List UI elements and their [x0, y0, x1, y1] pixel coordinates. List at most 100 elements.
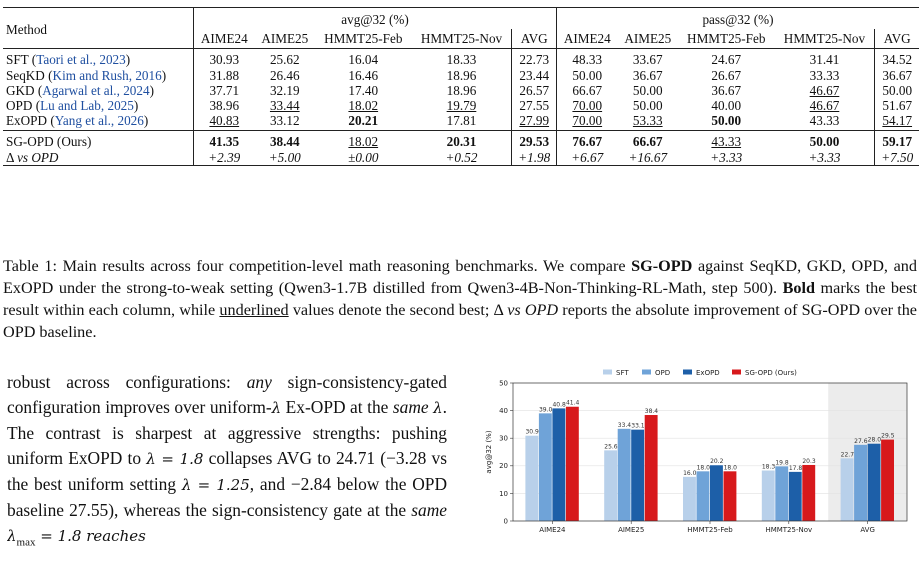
- table-cell-value: 20.21: [348, 113, 379, 129]
- bar: [552, 408, 566, 521]
- table-cell-value: 19.79: [446, 98, 477, 114]
- table-caption: Table 1: Main results across four compet…: [3, 255, 917, 343]
- bar-value-label: 16.0: [683, 470, 697, 477]
- table-cell-value: 66.67: [632, 134, 663, 150]
- table-cell-value: 70.00: [572, 113, 603, 129]
- bar: [723, 471, 737, 521]
- table-cell: 17.40: [315, 83, 412, 98]
- table-cell: 43.33: [678, 130, 775, 150]
- table-cell: 36.67: [874, 67, 919, 83]
- method-name: SFT: [6, 52, 29, 68]
- table-cell: 40.00: [678, 98, 775, 113]
- table-cell-value: 41.35: [209, 134, 240, 150]
- legend-swatch: [683, 369, 692, 375]
- table-cell: 27.55: [511, 98, 557, 114]
- table-cell: 43.33: [775, 113, 875, 131]
- table-cell: 70.00: [555, 113, 618, 131]
- table-cell: 16.46: [315, 68, 412, 83]
- bar-value-label: 39.0: [539, 406, 553, 413]
- y-tick-label: 30: [499, 435, 508, 443]
- table-row: GKD (Agarwal et al., 2024) 37.71 32.19 17.4…: [3, 82, 919, 99]
- table-cell: +3.33: [678, 149, 775, 166]
- lambda-equation: λ = 1.8: [146, 450, 204, 468]
- table-cell-value: 23.44: [519, 67, 550, 83]
- table-cell: 16.04: [315, 48, 412, 68]
- body-text-6: , and −2.84 below the OPD baseline 27.55…: [7, 474, 447, 520]
- table-cell-value: 16.46: [348, 67, 379, 83]
- lambda-equation: = 1.8 reaches: [35, 527, 146, 545]
- pass-col-header: AIME25: [617, 29, 678, 50]
- table-cell: 59.17: [874, 130, 919, 150]
- x-tick-label: AIME25: [618, 526, 644, 534]
- table-cell: 38.96: [193, 98, 255, 114]
- lambda-symbol: λ: [7, 527, 17, 545]
- table-cell: +0.52: [411, 149, 512, 166]
- y-tick-label: 0: [504, 517, 508, 525]
- y-tick-label: 40: [499, 407, 508, 415]
- bar: [565, 406, 579, 521]
- avg-col-header: HMMT25-Feb: [315, 29, 412, 50]
- results-table: Method avg@32 (%) pass@32 (%) AIME24 AIME…: [3, 6, 919, 166]
- bar-value-label: 18.0: [697, 464, 711, 471]
- table-cell-value: 46.67: [809, 98, 840, 114]
- caption-underlined-word: underlined: [219, 301, 289, 319]
- table-cell: 50.00: [874, 82, 919, 99]
- avg-col-header: HMMT25-Nov: [411, 29, 512, 50]
- table-cell-value: 50.00: [632, 98, 663, 114]
- citation-link[interactable]: Kim and Rush, 2016: [52, 67, 162, 83]
- avg-col-header: AIME24: [193, 29, 255, 50]
- bar: [538, 413, 552, 521]
- table-cell: 27.99: [511, 113, 557, 131]
- body-text-5: collapses AVG to 24.71 (−3.28 vs the bes…: [7, 448, 447, 494]
- table-cell-value: 46.67: [809, 82, 840, 98]
- method-name: ExOPD: [6, 113, 48, 129]
- table-cell: 33.67: [617, 48, 678, 68]
- table-cell-value: 32.19: [269, 82, 300, 98]
- table-cell: 50.00: [618, 83, 678, 98]
- caption-method-name: SG-OPD: [631, 257, 693, 275]
- table-cell-value: 31.41: [809, 52, 840, 68]
- bar-value-label: 30.9: [525, 429, 539, 436]
- citation-link[interactable]: Taori et al., 2023: [36, 52, 126, 68]
- citation-link[interactable]: Lu and Lab, 2025: [40, 98, 134, 114]
- bar-value-label: 17.8: [789, 465, 803, 472]
- table-cell-value: 18.96: [446, 82, 477, 98]
- citation-link[interactable]: Yang et al., 2026: [54, 113, 144, 129]
- pass-col-header: HMMT25-Feb: [678, 29, 775, 50]
- table-cell: 50.00: [555, 67, 618, 83]
- table-cell-value: 33.67: [632, 52, 663, 68]
- table-cell-value: 40.83: [209, 113, 240, 129]
- body-text-4: . The contrast is sharpest at aggressive…: [7, 397, 447, 468]
- lambda-symbol: λ: [271, 399, 282, 417]
- table-cell: 18.02: [315, 130, 412, 150]
- citation-link[interactable]: Agarwal et al., 2024: [42, 82, 150, 98]
- table-cell: 38.44: [254, 130, 316, 150]
- table-cell-value: +6.67: [571, 149, 604, 165]
- table-cell-value: 27.55: [519, 98, 550, 114]
- body-text-1: robust across configurations:: [7, 372, 247, 392]
- table-cell-value: 70.00: [572, 98, 603, 114]
- body-emph-same: same: [411, 500, 447, 520]
- table-cell: 50.00: [774, 130, 875, 150]
- y-tick-label: 20: [499, 462, 508, 470]
- table-cell-value: 37.71: [209, 82, 240, 98]
- legend-label: SG-OPD (Ours): [745, 369, 797, 377]
- table-header-row-2: AIME24 AIME25 HMMT25-Feb HMMT25-Nov AVG AIME2…: [3, 29, 919, 50]
- table-cell-value: 66.67: [572, 82, 603, 98]
- bar-value-label: 18.3: [762, 463, 776, 470]
- table-cell-value: 38.96: [209, 98, 240, 114]
- table-cell: 19.79: [412, 98, 512, 113]
- table-cell-value: +7.50: [881, 149, 914, 165]
- table-cell: 26.67: [678, 68, 775, 83]
- table-cell-value: 50.00: [711, 113, 742, 129]
- table-cell: 37.71: [193, 82, 255, 99]
- avg-group-header-label: avg@32 (%): [341, 12, 409, 27]
- legend-swatch: [732, 369, 741, 375]
- table-cell: 36.67: [618, 68, 678, 83]
- avg-col-header: AIME25: [254, 29, 316, 50]
- method-column-header: Method: [3, 6, 194, 50]
- table-cell: +3.33: [774, 149, 875, 166]
- table-cell: 34.52: [874, 48, 919, 68]
- bar: [840, 458, 854, 521]
- bar-value-label: 29.5: [881, 433, 895, 440]
